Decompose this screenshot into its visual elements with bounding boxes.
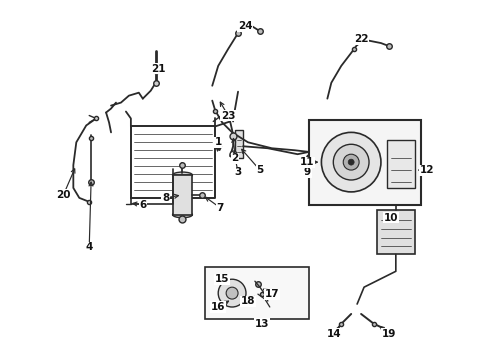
- Bar: [205, 267, 310, 319]
- Text: 6: 6: [139, 200, 147, 210]
- Text: 8: 8: [162, 193, 169, 203]
- Text: 17: 17: [265, 289, 279, 299]
- Text: 18: 18: [241, 296, 255, 306]
- Ellipse shape: [172, 212, 193, 218]
- Bar: [377, 210, 415, 255]
- Text: 10: 10: [384, 213, 398, 223]
- Bar: [387, 140, 415, 188]
- Text: 23: 23: [221, 111, 235, 121]
- Circle shape: [321, 132, 381, 192]
- Text: 15: 15: [215, 274, 229, 284]
- Circle shape: [218, 279, 246, 307]
- Text: 11: 11: [300, 157, 315, 167]
- Text: 3: 3: [234, 167, 242, 177]
- Text: 22: 22: [354, 34, 368, 44]
- Text: 12: 12: [419, 165, 434, 175]
- Text: 24: 24: [238, 21, 252, 31]
- Circle shape: [333, 144, 369, 180]
- Circle shape: [226, 287, 238, 299]
- Text: 20: 20: [56, 190, 71, 200]
- Circle shape: [348, 159, 354, 165]
- Bar: [172, 175, 193, 215]
- Text: 21: 21: [151, 64, 166, 74]
- Text: 19: 19: [382, 329, 396, 339]
- Text: 1: 1: [215, 137, 222, 147]
- Text: 13: 13: [255, 319, 269, 329]
- Bar: [235, 130, 243, 158]
- Bar: [310, 121, 420, 205]
- Circle shape: [343, 154, 359, 170]
- Text: 4: 4: [86, 243, 93, 252]
- Text: 9: 9: [304, 167, 311, 177]
- Text: 2: 2: [231, 153, 239, 163]
- Text: 16: 16: [211, 302, 225, 312]
- Ellipse shape: [172, 172, 193, 178]
- Text: 14: 14: [327, 329, 342, 339]
- Text: 7: 7: [217, 203, 224, 213]
- Text: 5: 5: [256, 165, 264, 175]
